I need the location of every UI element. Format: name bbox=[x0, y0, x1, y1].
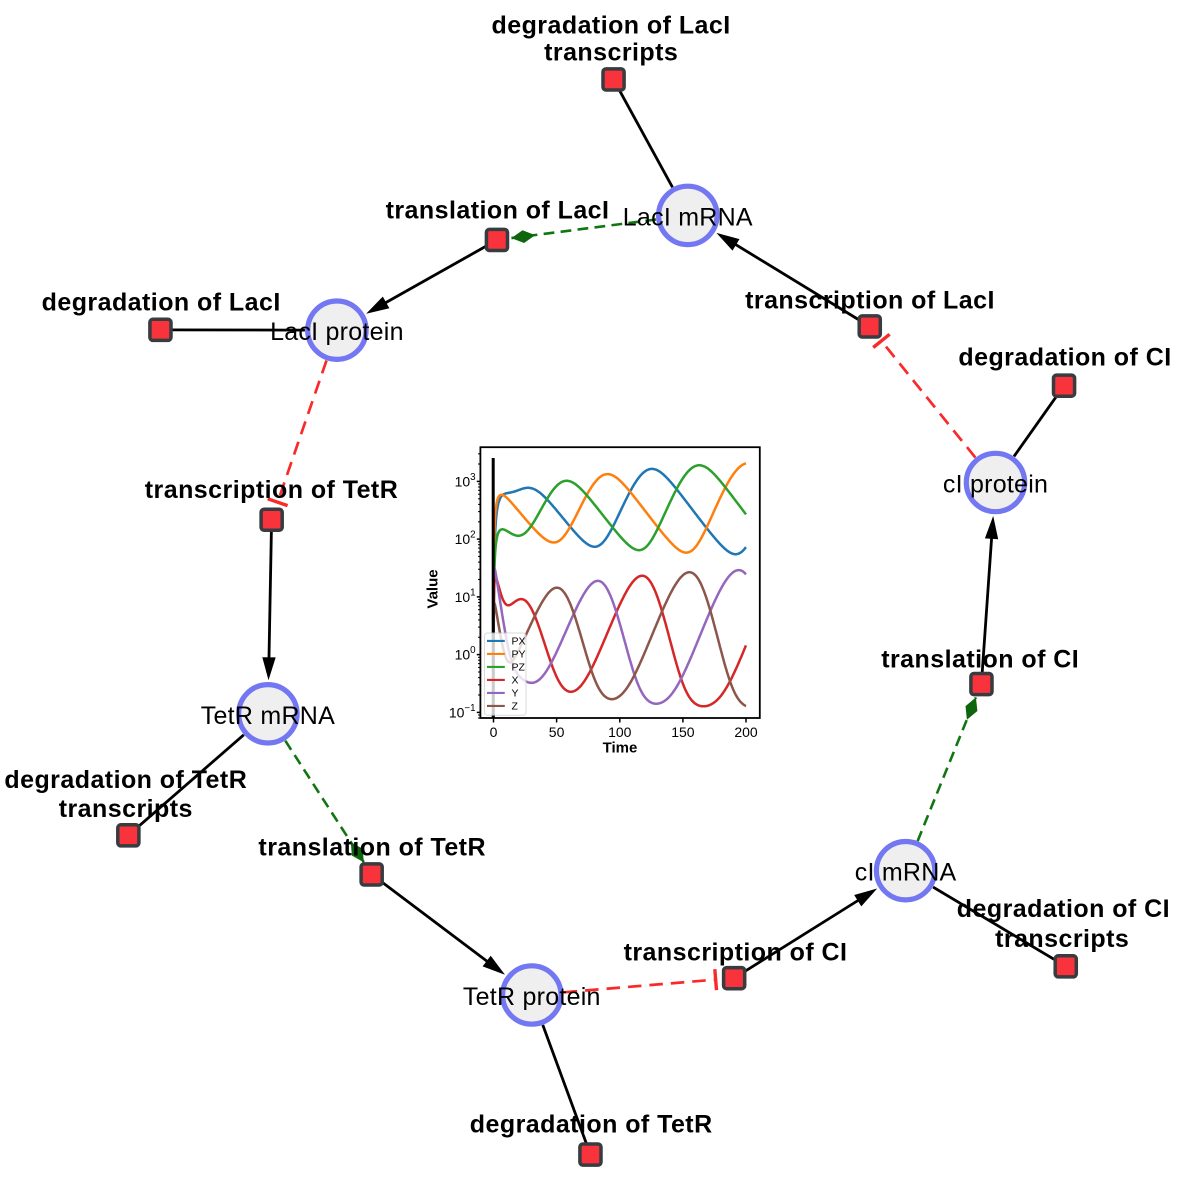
svg-text:degradation of TetR: degradation of TetR bbox=[4, 766, 247, 794]
svg-text:150: 150 bbox=[671, 724, 695, 740]
svg-text:LacI mRNA: LacI mRNA bbox=[623, 203, 753, 231]
svg-text:translation of TetR: translation of TetR bbox=[258, 834, 486, 862]
svg-text:translation of CI: translation of CI bbox=[881, 646, 1079, 674]
svg-text:translation of LacI: translation of LacI bbox=[386, 197, 610, 225]
svg-text:Time: Time bbox=[603, 740, 638, 757]
svg-text:LacI protein: LacI protein bbox=[270, 318, 404, 346]
svg-text:Z: Z bbox=[512, 701, 519, 713]
svg-text:transcription of TetR: transcription of TetR bbox=[145, 476, 398, 504]
svg-text:PX: PX bbox=[512, 636, 526, 648]
svg-text:100: 100 bbox=[608, 724, 632, 740]
svg-text:Value: Value bbox=[425, 569, 442, 608]
svg-text:Y: Y bbox=[512, 688, 519, 700]
svg-text:transcripts: transcripts bbox=[59, 795, 193, 823]
svg-text:degradation of TetR: degradation of TetR bbox=[470, 1110, 713, 1138]
svg-text:cI protein: cI protein bbox=[943, 471, 1048, 499]
svg-text:degradation of CI: degradation of CI bbox=[957, 895, 1170, 923]
svg-text:transcripts: transcripts bbox=[544, 39, 678, 67]
svg-text:cI mRNA: cI mRNA bbox=[855, 859, 957, 887]
svg-text:degradation of LacI: degradation of LacI bbox=[492, 12, 731, 40]
svg-text:transcription of LacI: transcription of LacI bbox=[745, 287, 995, 315]
svg-text:0: 0 bbox=[490, 724, 498, 740]
svg-text:degradation of CI: degradation of CI bbox=[958, 343, 1171, 371]
svg-text:transcription of CI: transcription of CI bbox=[624, 939, 848, 967]
svg-text:PY: PY bbox=[512, 649, 526, 661]
svg-text:X: X bbox=[512, 675, 519, 687]
svg-text:TetR mRNA: TetR mRNA bbox=[201, 702, 335, 730]
svg-text:PZ: PZ bbox=[512, 662, 526, 674]
svg-text:200: 200 bbox=[734, 724, 758, 740]
svg-text:transcripts: transcripts bbox=[995, 925, 1129, 953]
svg-text:TetR protein: TetR protein bbox=[463, 983, 601, 1011]
svg-text:degradation of LacI: degradation of LacI bbox=[42, 289, 281, 317]
svg-text:50: 50 bbox=[549, 724, 565, 740]
